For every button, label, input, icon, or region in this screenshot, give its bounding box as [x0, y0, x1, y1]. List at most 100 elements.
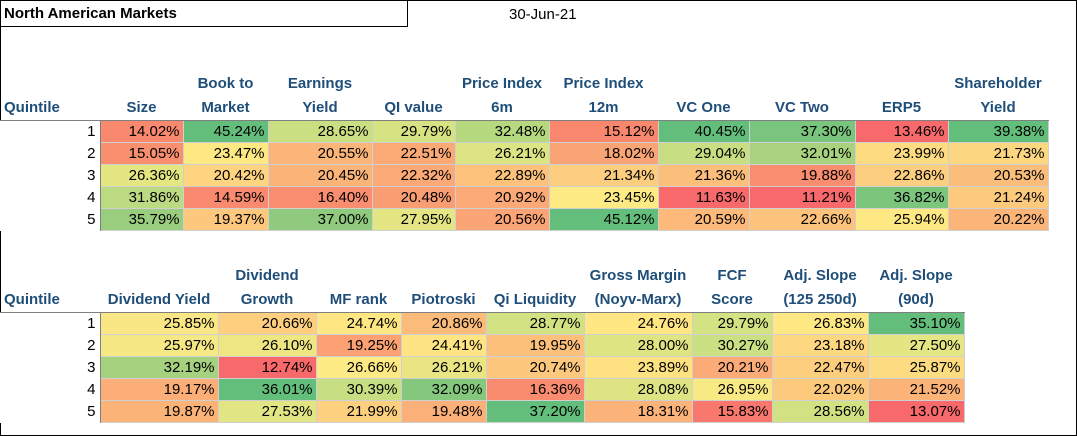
value-cell: 21.73% [948, 142, 1049, 165]
column-header-line2: VC Two [775, 99, 829, 116]
value-cell: 20.53% [948, 164, 1049, 187]
value-cell: 32.19% [100, 356, 219, 379]
column-header-line2: QI value [384, 99, 443, 116]
value-cell: 23.99% [855, 142, 949, 165]
value-cell: 20.45% [268, 164, 373, 187]
quintile-number: 2 [0, 142, 101, 165]
value-cell: 26.21% [455, 142, 550, 165]
value-cell: 22.89% [455, 164, 550, 187]
value-cell: 11.63% [658, 186, 750, 209]
column-header-line2: (90d) [898, 291, 934, 308]
column-header-line1: Shareholder [954, 75, 1042, 92]
value-cell: 37.00% [268, 208, 373, 231]
column-header-line2: 6m [491, 99, 513, 116]
value-cell: 19.88% [749, 164, 856, 187]
value-cell: 19.25% [316, 334, 402, 357]
value-cell: 26.36% [100, 164, 184, 187]
value-cell: 26.66% [316, 356, 402, 379]
column-header: VC One [658, 72, 749, 121]
value-cell: 39.38% [948, 120, 1049, 143]
value-cell: 21.99% [316, 400, 402, 423]
column-header-line2: Size [126, 99, 157, 116]
value-cell: 31.86% [100, 186, 184, 209]
column-header: VC Two [749, 72, 855, 121]
value-cell: 32.48% [455, 120, 550, 143]
value-cell: 37.20% [486, 400, 585, 423]
column-header-line2: Qi Liquidity [493, 291, 577, 308]
value-cell: 28.65% [268, 120, 373, 143]
value-cell: 21.52% [868, 378, 965, 401]
column-header-line1: Dividend [235, 267, 299, 284]
value-cell: 22.51% [372, 142, 456, 165]
table-row: 2 25.97% 26.10% 19.25% 24.41% 19.95% 28.00% 30.… [0, 334, 965, 357]
value-cell: 26.10% [218, 334, 317, 357]
value-cell: 26.83% [772, 312, 869, 335]
quintile-number: 4 [0, 378, 101, 401]
value-cell: 29.79% [372, 120, 456, 143]
value-cell: 23.45% [549, 186, 659, 209]
table-row: 3 32.19% 12.74% 26.66% 26.21% 20.74% 23.89% 20.… [0, 356, 965, 379]
value-cell: 19.17% [100, 378, 219, 401]
value-cell: 28.77% [486, 312, 585, 335]
value-cell: 14.59% [183, 186, 269, 209]
value-cell: 23.18% [772, 334, 869, 357]
value-cell: 20.92% [455, 186, 550, 209]
top-header-row: Quintile Size Book to Market Earnings Yield QI… [0, 72, 1048, 121]
column-header-line2: Dividend Yield [107, 291, 211, 308]
column-header: MF rank [316, 264, 401, 313]
value-cell: 32.09% [401, 378, 487, 401]
value-cell: 19.48% [401, 400, 487, 423]
bottom-header-row: Quintile Dividend Yield Dividend Growth MF r… [0, 264, 964, 313]
quintile-number: 5 [0, 400, 101, 423]
table-row: 5 19.87% 27.53% 21.99% 19.48% 37.20% 18.31% 15.… [0, 400, 965, 423]
column-header-line2: Piotroski [411, 291, 476, 308]
value-cell: 25.94% [855, 208, 949, 231]
value-cell: 20.59% [658, 208, 750, 231]
column-header-line2: 12m [588, 99, 619, 116]
value-cell: 26.21% [401, 356, 487, 379]
column-header-line2: Market [201, 99, 250, 116]
quintile-number: 2 [0, 334, 101, 357]
value-cell: 16.36% [486, 378, 585, 401]
value-cell: 37.30% [749, 120, 856, 143]
value-cell: 13.46% [855, 120, 949, 143]
column-header-line2: ERP5 [881, 99, 922, 116]
column-header-line1: FCF [717, 267, 747, 284]
value-cell: 35.79% [100, 208, 184, 231]
value-cell: 20.86% [401, 312, 487, 335]
column-header: QI value [372, 72, 455, 121]
column-header-line2: MF rank [329, 291, 388, 308]
value-cell: 22.86% [855, 164, 949, 187]
column-header-line1: Adj. Slope [879, 267, 953, 284]
value-cell: 20.42% [183, 164, 269, 187]
value-cell: 21.34% [549, 164, 659, 187]
value-cell: 45.24% [183, 120, 269, 143]
column-header: Dividend Yield [100, 264, 218, 313]
bottom-table-body: 1 25.85% 20.66% 24.74% 20.86% 28.77% 24.76% 29.… [0, 312, 965, 423]
value-cell: 15.83% [692, 400, 773, 423]
quintile-number: 5 [0, 208, 101, 231]
sheet-title: North American Markets [0, 0, 408, 27]
column-header: Price Index 6m [455, 72, 549, 121]
value-cell: 27.53% [218, 400, 317, 423]
quintile-header: Quintile [0, 72, 100, 121]
value-cell: 14.02% [100, 120, 184, 143]
value-cell: 45.12% [549, 208, 659, 231]
value-cell: 15.05% [100, 142, 184, 165]
column-header: Piotroski [401, 264, 486, 313]
column-header: Qi Liquidity [486, 264, 584, 313]
value-cell: 18.31% [584, 400, 693, 423]
table-row: 1 14.02% 45.24% 28.65% 29.79% 32.48% 15.12% 40.… [0, 120, 1049, 143]
table-row: 5 35.79% 19.37% 37.00% 27.95% 20.56% 45.12% 20.… [0, 208, 1049, 231]
table-row: 4 31.86% 14.59% 16.40% 20.48% 20.92% 23.45% 11.… [0, 186, 1049, 209]
column-header-line2: (Noyv-Marx) [594, 291, 682, 308]
value-cell: 30.27% [692, 334, 773, 357]
value-cell: 22.32% [372, 164, 456, 187]
value-cell: 20.21% [692, 356, 773, 379]
column-header: Adj. Slope (90d) [868, 264, 964, 313]
value-cell: 29.79% [692, 312, 773, 335]
value-cell: 18.02% [549, 142, 659, 165]
column-header: Gross Margin (Noyv-Marx) [584, 264, 692, 313]
value-cell: 24.76% [584, 312, 693, 335]
quintile-number: 3 [0, 356, 101, 379]
